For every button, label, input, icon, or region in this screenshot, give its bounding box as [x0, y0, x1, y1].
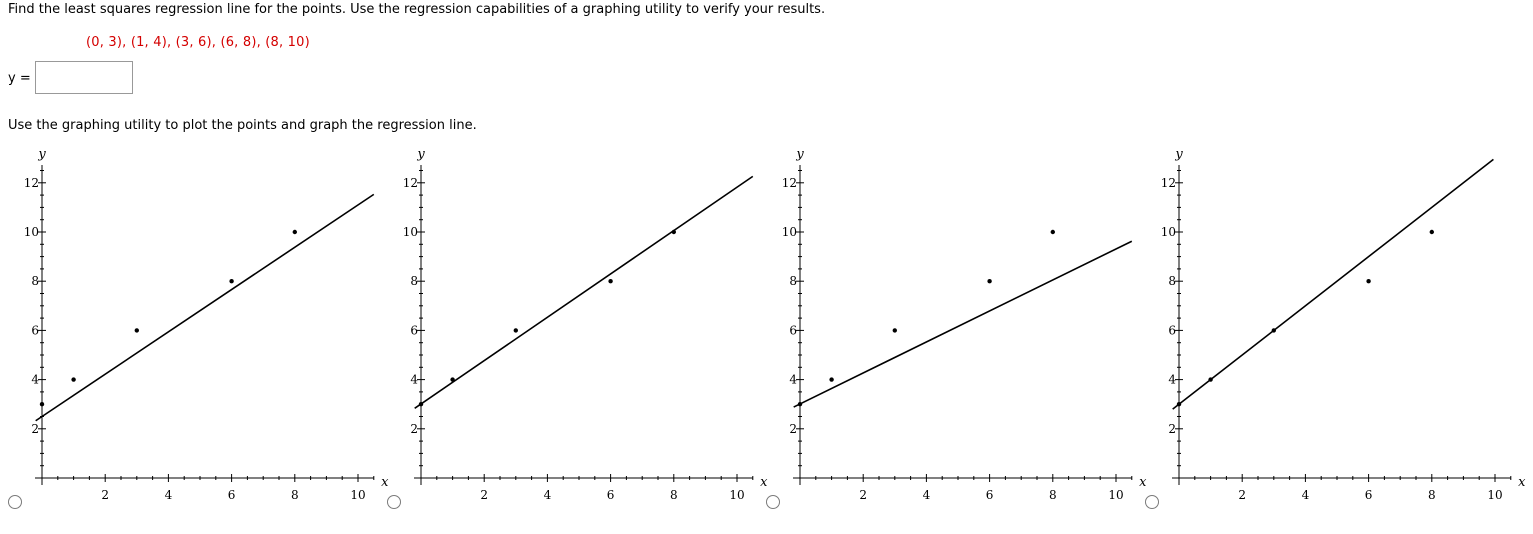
y-axis-name: y — [1174, 147, 1183, 162]
y-tick-label: 12 — [403, 176, 418, 190]
y-tick-label: 2 — [410, 422, 418, 436]
y-axis-name: y — [37, 147, 46, 162]
data-point — [1176, 402, 1182, 407]
x-tick-label: 8 — [291, 488, 299, 502]
x-tick-label: 2 — [101, 488, 109, 502]
data-point — [987, 279, 992, 284]
data-point — [829, 377, 834, 382]
x-tick-label: 6 — [228, 488, 236, 502]
option-b-graph: 2 4 6 8 10 2 4 6 8 10 12 y x — [403, 147, 768, 502]
data-point — [892, 328, 897, 333]
x-tick-label: 10 — [1108, 488, 1123, 502]
y-tick-label: 10 — [403, 225, 418, 239]
y-tick-label: 8 — [410, 274, 418, 288]
y-tick-label: 6 — [31, 323, 39, 337]
regression-line — [1172, 158, 1494, 410]
y-axis-name: y — [795, 147, 804, 162]
x-tick-label: 2 — [859, 488, 867, 502]
data-point — [1208, 377, 1213, 382]
y-tick-label: 4 — [789, 373, 797, 387]
x-tick-label: 4 — [544, 488, 552, 502]
question-prompt: Find the least squares regression line f… — [8, 2, 826, 17]
y-tick-label: 12 — [1161, 176, 1176, 190]
y-axis-name: y — [416, 147, 425, 162]
x-axis-name: x — [381, 475, 389, 490]
x-tick-label: 6 — [607, 488, 615, 502]
option-b: 2 4 6 8 10 2 4 6 8 10 12 y x — [379, 145, 768, 525]
data-point — [608, 279, 613, 284]
option-b-radio[interactable] — [387, 495, 401, 509]
x-tick-label: 6 — [986, 488, 994, 502]
data-point — [418, 402, 424, 407]
y-tick-label: 12 — [24, 176, 39, 190]
regression-line — [35, 193, 375, 422]
data-point — [229, 279, 234, 284]
x-tick-label: 4 — [1302, 488, 1310, 502]
x-tick-label: 8 — [1428, 488, 1436, 502]
y-tick-label: 10 — [24, 225, 39, 239]
data-point — [671, 229, 676, 235]
option-d-graph: 2 4 6 8 10 2 4 6 8 10 12 y x — [1161, 147, 1526, 502]
y-tick-label: 8 — [1168, 274, 1176, 288]
x-tick-label: 10 — [350, 488, 365, 502]
answer-input[interactable] — [35, 61, 133, 94]
x-tick-label: 2 — [1238, 488, 1246, 502]
y-tick-label: 8 — [789, 274, 797, 288]
option-a: 2 4 6 8 10 2 4 6 8 10 12 y x — [0, 145, 389, 525]
data-point — [1429, 229, 1434, 235]
data-point — [513, 328, 518, 333]
y-tick-label: 2 — [789, 422, 797, 436]
option-c-graph: 2 4 6 8 10 2 4 6 8 10 12 y x — [782, 147, 1147, 502]
x-tick-label: 4 — [923, 488, 931, 502]
y-tick-label: 4 — [410, 373, 418, 387]
graph-instruction: Use the graphing utility to plot the poi… — [8, 118, 477, 133]
data-point — [292, 229, 297, 235]
y-tick-label: 10 — [782, 225, 797, 239]
x-axis-name: x — [760, 475, 768, 490]
data-point — [450, 377, 455, 382]
y-tick-label: 4 — [1168, 373, 1176, 387]
option-a-graph: 2 4 6 8 10 2 4 6 8 10 12 y x — [24, 147, 389, 502]
x-tick-label: 8 — [1049, 488, 1057, 502]
y-tick-label: 2 — [1168, 422, 1176, 436]
option-a-radio[interactable] — [8, 495, 22, 509]
x-axis-name: x — [1518, 475, 1526, 490]
regression-line — [414, 175, 754, 409]
option-c: 2 4 6 8 10 2 4 6 8 10 12 y x — [758, 145, 1147, 525]
option-d: 2 4 6 8 10 2 4 6 8 10 12 y x — [1137, 145, 1526, 525]
y-tick-label: 8 — [31, 274, 39, 288]
y-tick-label: 4 — [31, 373, 39, 387]
regression-line — [793, 240, 1133, 408]
y-tick-label: 2 — [31, 422, 39, 436]
x-tick-label: 8 — [670, 488, 678, 502]
y-tick-label: 10 — [1161, 225, 1176, 239]
data-point — [1271, 328, 1276, 333]
data-point — [1366, 279, 1371, 284]
answer-label: y = — [8, 71, 31, 86]
y-tick-label: 12 — [782, 176, 797, 190]
y-tick-label: 6 — [789, 323, 797, 337]
x-tick-label: 10 — [1487, 488, 1502, 502]
data-point — [1050, 229, 1055, 235]
option-c-radio[interactable] — [766, 495, 780, 509]
x-axis-name: x — [1139, 475, 1147, 490]
data-point — [39, 402, 45, 407]
data-point — [134, 328, 139, 333]
y-tick-label: 6 — [1168, 323, 1176, 337]
y-tick-label: 6 — [410, 323, 418, 337]
data-point — [797, 402, 803, 407]
x-tick-label: 10 — [729, 488, 744, 502]
option-d-radio[interactable] — [1145, 495, 1159, 509]
x-tick-label: 2 — [480, 488, 488, 502]
x-tick-label: 4 — [165, 488, 173, 502]
points-list: (0, 3), (1, 4), (3, 6), (6, 8), (8, 10) — [86, 35, 310, 50]
data-point — [71, 377, 76, 382]
x-tick-label: 6 — [1365, 488, 1373, 502]
